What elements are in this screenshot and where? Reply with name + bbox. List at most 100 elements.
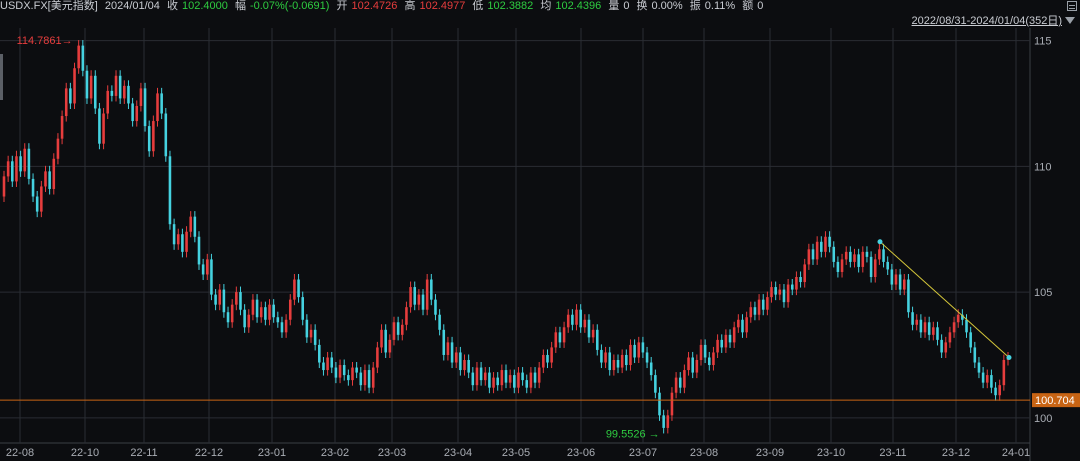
trendline bbox=[879, 241, 1010, 358]
y-tick-label: 110 bbox=[1034, 161, 1052, 173]
open-value: 102.4726 bbox=[351, 0, 398, 12]
candle-body bbox=[865, 251, 869, 257]
candle-body bbox=[836, 261, 840, 272]
candle-body bbox=[56, 138, 60, 159]
y-tick-label: 115 bbox=[1034, 36, 1052, 48]
candle-body bbox=[475, 367, 479, 386]
candle-body bbox=[579, 309, 582, 328]
trendline-anchor bbox=[877, 239, 883, 245]
chevron-down-icon[interactable] bbox=[1065, 17, 1075, 24]
candle-body bbox=[724, 334, 728, 348]
candle-body bbox=[89, 75, 93, 99]
candle-body bbox=[367, 370, 371, 388]
candle-body bbox=[732, 327, 736, 343]
candle-body bbox=[583, 319, 587, 328]
candle-body bbox=[301, 297, 304, 320]
candle-body bbox=[123, 85, 126, 99]
candle-body bbox=[687, 357, 690, 371]
candle-body bbox=[98, 108, 101, 144]
candle-body bbox=[172, 224, 176, 245]
candle-body bbox=[272, 304, 275, 318]
x-tick-label: 22-10 bbox=[71, 447, 99, 459]
x-tick-label: 23-11 bbox=[879, 447, 906, 459]
side-collapse-handle[interactable] bbox=[0, 54, 3, 100]
candle-body bbox=[683, 370, 686, 388]
candle-body bbox=[40, 186, 43, 212]
candle-body bbox=[766, 297, 769, 310]
candle-body bbox=[649, 362, 653, 376]
candle-body bbox=[176, 234, 180, 245]
candle-body bbox=[488, 372, 491, 388]
turnover-label: 换 bbox=[636, 0, 648, 12]
candle-body bbox=[571, 314, 574, 325]
candle-body bbox=[434, 299, 437, 315]
candle-body bbox=[674, 377, 678, 393]
candle-body bbox=[1002, 360, 1006, 386]
candle-body bbox=[915, 319, 919, 325]
candle-body bbox=[948, 332, 952, 343]
candle-body bbox=[500, 370, 504, 386]
max-price-label: 114.7861→ bbox=[17, 35, 73, 47]
candle-body bbox=[985, 375, 989, 383]
candle-body bbox=[297, 279, 300, 298]
candle-body bbox=[641, 342, 645, 353]
candle-body bbox=[438, 314, 441, 330]
candle-body bbox=[347, 375, 350, 381]
date-range-selector[interactable]: 2022/08/31-2024/01/04(352日) bbox=[911, 15, 1062, 27]
candle-body bbox=[147, 126, 151, 152]
candle-body bbox=[703, 344, 707, 358]
candle-body bbox=[222, 289, 226, 313]
candle-body bbox=[782, 289, 786, 303]
candle-body bbox=[64, 88, 68, 117]
amount-label: 额 bbox=[742, 0, 754, 12]
candle-body bbox=[894, 274, 898, 285]
candle-body bbox=[48, 171, 51, 189]
candle-body bbox=[965, 319, 968, 333]
symbol-name[interactable]: USDX.FX[美元指数] bbox=[0, 0, 98, 12]
candle-body bbox=[164, 113, 168, 157]
candle-body bbox=[60, 116, 64, 139]
candle-body bbox=[143, 88, 147, 127]
candle-body bbox=[483, 372, 487, 381]
candle-body bbox=[313, 329, 317, 345]
candle-body bbox=[152, 121, 155, 152]
candle-body bbox=[492, 377, 495, 388]
candle-body bbox=[616, 360, 620, 368]
candle-body bbox=[471, 372, 475, 386]
candle-body bbox=[761, 299, 765, 310]
candle-body bbox=[670, 392, 674, 416]
candle-body bbox=[654, 375, 657, 393]
volume-value: 0 bbox=[623, 0, 630, 12]
candle-body bbox=[741, 319, 744, 333]
candle-body bbox=[749, 307, 753, 318]
candle-body bbox=[421, 294, 425, 310]
candle-body bbox=[185, 231, 188, 252]
candle-body bbox=[815, 241, 819, 260]
candle-body bbox=[214, 294, 217, 305]
candle-body bbox=[376, 347, 379, 368]
candle-body bbox=[235, 292, 238, 305]
candle-body bbox=[737, 319, 740, 328]
candle-body bbox=[533, 372, 537, 383]
candle-body bbox=[284, 319, 288, 333]
candle-body bbox=[923, 322, 927, 333]
candle-body bbox=[446, 342, 450, 355]
candle-body bbox=[778, 289, 782, 295]
candle-body bbox=[977, 362, 981, 373]
candle-body bbox=[44, 171, 47, 187]
candle-body bbox=[23, 148, 27, 172]
candle-body bbox=[803, 264, 806, 283]
candle-body bbox=[902, 279, 906, 290]
candle-body bbox=[857, 254, 860, 267]
candle-body bbox=[309, 329, 313, 338]
candle-body bbox=[861, 251, 865, 267]
candle-body bbox=[940, 339, 943, 353]
candle-body bbox=[537, 367, 541, 383]
menu-icon[interactable] bbox=[1067, 1, 1077, 11]
candle-body bbox=[890, 269, 894, 285]
amount-value: 0 bbox=[757, 0, 764, 12]
x-tick-label: 23-06 bbox=[567, 447, 595, 459]
candle-body bbox=[745, 317, 748, 333]
candle-body bbox=[566, 314, 570, 328]
high-label: 高 bbox=[404, 0, 416, 12]
